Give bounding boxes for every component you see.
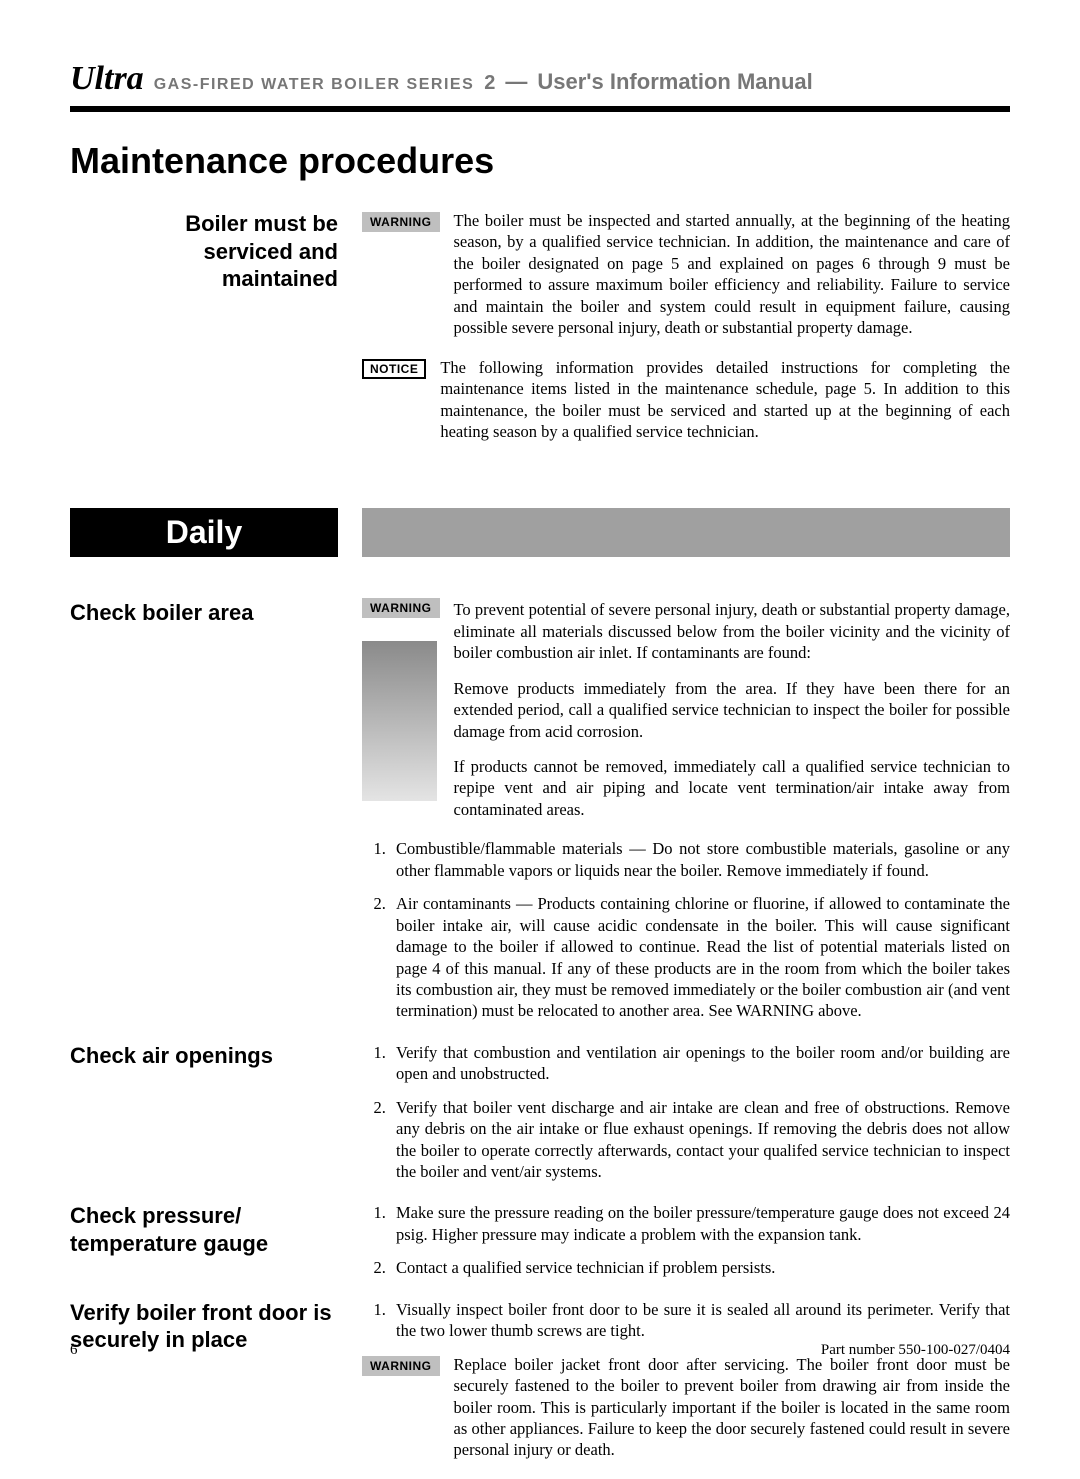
area-p3: If products cannot be removed, immediate… <box>454 756 1011 820</box>
series-text: GAS-FIRED WATER BOILER SERIES <box>154 76 475 94</box>
page-title: Maintenance procedures <box>70 140 1010 182</box>
gradient-decoration <box>362 641 437 801</box>
list-item: Air contaminants — Products containing c… <box>390 893 1010 1022</box>
section-gauge: Check pressure/ temperature gauge Make s… <box>70 1202 1010 1290</box>
section-boiler-area: Check boiler area WARNING To prevent pot… <box>70 599 1010 1033</box>
warning-badge: WARNING <box>362 598 440 618</box>
header-rule <box>70 106 1010 112</box>
part-number: Part number 550-100-027/0404 <box>821 1342 1010 1359</box>
daily-heading-bar: Daily <box>70 508 1010 557</box>
manual-title: User's Information Manual <box>537 69 812 95</box>
daily-label: Daily <box>70 508 338 557</box>
area-list: Combustible/flammable materials — Do not… <box>362 838 1010 1022</box>
area-p2: Remove products immediately from the are… <box>454 678 1011 742</box>
list-item: Combustible/flammable materials — Do not… <box>390 838 1010 881</box>
heading-gauge: Check pressure/ temperature gauge <box>70 1202 338 1257</box>
heading-serviced: Boiler must be serviced and maintained <box>144 210 338 293</box>
section-air-openings: Check air openings Verify that combustio… <box>70 1042 1010 1195</box>
warning-badge: WARNING <box>362 212 440 232</box>
area-p1: To prevent potential of severe personal … <box>454 599 1011 663</box>
section-serviced: Boiler must be serviced and maintained W… <box>70 210 1010 460</box>
warning-serviced: WARNING The boiler must be inspected and… <box>362 210 1010 339</box>
heading-air-openings: Check air openings <box>70 1042 338 1070</box>
document-header: Ultra GAS-FIRED WATER BOILER SERIES 2 — … <box>70 60 1010 98</box>
notice-body: The following information provides detai… <box>440 357 1010 443</box>
notice-badge: NOTICE <box>362 359 426 379</box>
list-item: Verify that combustion and ventilation a… <box>390 1042 1010 1085</box>
warning-body: The boiler must be inspected and started… <box>454 210 1011 339</box>
gauge-list: Make sure the pressure reading on the bo… <box>362 1202 1010 1278</box>
page-footer: 6 Part number 550-100-027/0404 <box>70 1342 1010 1359</box>
brand-logotype: Ultra <box>70 60 144 98</box>
list-item: Visually inspect boiler front door to be… <box>390 1299 1010 1342</box>
list-item: Contact a qualified service technician i… <box>390 1257 1010 1278</box>
section-front-door: Verify boiler front door is securely in … <box>70 1299 1010 1479</box>
dash: — <box>505 69 527 95</box>
series-number: 2 <box>484 72 495 95</box>
warning-door: WARNING Replace boiler jacket front door… <box>362 1354 1010 1461</box>
page-number: 6 <box>70 1342 78 1359</box>
list-item: Verify that boiler vent discharge and ai… <box>390 1097 1010 1183</box>
list-item: Make sure the pressure reading on the bo… <box>390 1202 1010 1245</box>
door-list: Visually inspect boiler front door to be… <box>362 1299 1010 1342</box>
warning-body: Replace boiler jacket front door after s… <box>454 1354 1011 1461</box>
heading-boiler-area: Check boiler area <box>70 599 338 627</box>
notice-serviced: NOTICE The following information provide… <box>362 357 1010 443</box>
air-list: Verify that combustion and ventilation a… <box>362 1042 1010 1183</box>
